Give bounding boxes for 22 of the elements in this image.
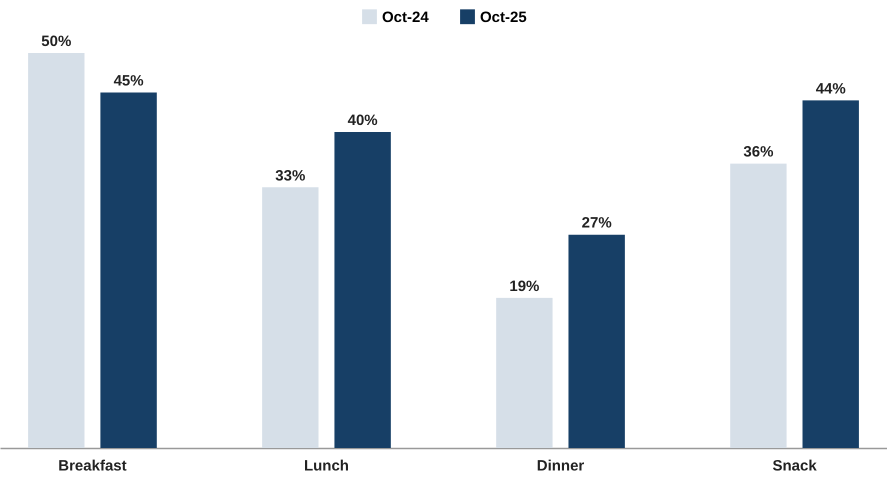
data-label: 19% [509,278,540,295]
bar [334,132,391,448]
data-label: 50% [41,33,72,50]
legend-label: Oct-25 [480,8,527,26]
bar [802,100,859,448]
data-label: 27% [582,214,612,232]
x-tick-label: Dinner [536,458,584,474]
data-label: 36% [743,144,774,161]
data-label: 33% [275,167,306,184]
data-label: 45% [114,72,144,90]
data-label: 44% [816,80,846,98]
bar [568,234,625,448]
x-tick-label: Snack [772,458,818,474]
x-tick-label: Lunch [304,458,349,474]
bar [100,92,157,448]
data-label: 40% [348,112,378,129]
legend-label: Oct-24 [382,8,430,26]
bar [730,164,787,448]
x-tick-label: Breakfast [58,458,127,474]
bar [496,298,553,448]
bar [262,187,319,448]
bar [28,53,84,448]
